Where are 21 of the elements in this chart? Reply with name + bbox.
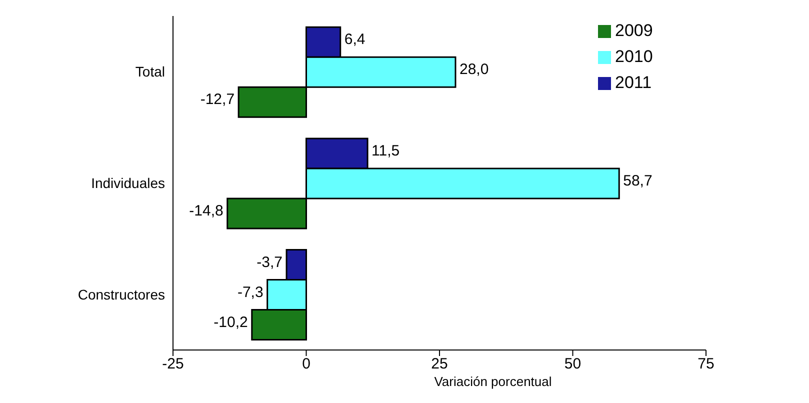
x-tick-label: 0 [302, 356, 310, 373]
data-label: 6,4 [344, 31, 366, 48]
data-label: -12,7 [200, 91, 235, 108]
x-tick-label: 75 [698, 356, 714, 373]
x-tick-label: 25 [431, 356, 448, 373]
data-label: 28,0 [459, 61, 489, 78]
data-label: 58,7 [623, 172, 652, 190]
data-label: -3,7 [256, 254, 283, 271]
data-label: 11,5 [372, 142, 400, 160]
data-label: -10,2 [214, 314, 248, 331]
legend-label: 2009 [615, 21, 653, 40]
y-tick-label: Individuales [91, 174, 165, 191]
y-tick-label: Total [135, 64, 165, 80]
data-label: -7,3 [237, 284, 264, 301]
x-tick-label: -25 [162, 356, 184, 373]
y-tick-label: Constructores [78, 286, 165, 302]
data-label: -14,8 [189, 202, 224, 220]
x-axis-title: Variación porcentual [433, 374, 553, 389]
legend-label: 2011 [615, 73, 652, 92]
x-tick-label: 50 [564, 356, 582, 373]
legend-label: 2010 [615, 47, 653, 66]
